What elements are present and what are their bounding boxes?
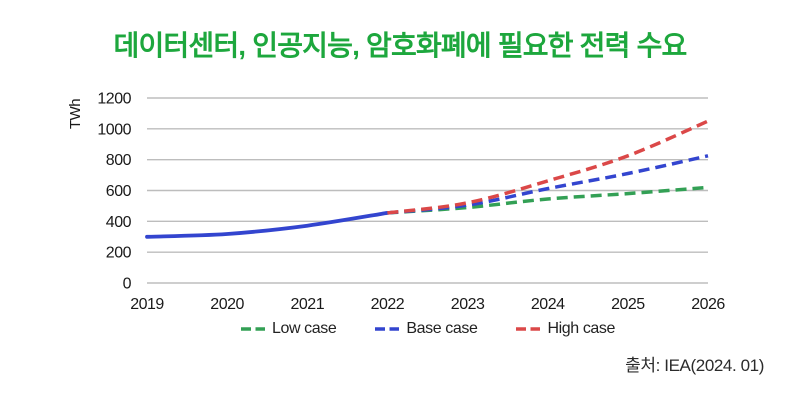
x-tick-label: 2022 xyxy=(371,296,405,313)
x-tick-label: 2020 xyxy=(210,296,244,313)
low-case-dash-icon xyxy=(240,327,265,331)
y-tick-label: 600 xyxy=(106,183,132,200)
legend: Low case Base case High case xyxy=(147,318,708,340)
x-tick-label: 2019 xyxy=(130,296,164,313)
chart-title: 데이터센터, 인공지능, 암호화폐에 필요한 전력 수요 xyxy=(113,30,687,61)
y-tick-label: 1200 xyxy=(97,91,131,108)
x-tick-label: 2025 xyxy=(611,296,645,313)
x-tick-label: 2024 xyxy=(531,296,565,313)
series-line-historical xyxy=(145,211,390,239)
legend-item-high-case: High case xyxy=(515,320,615,338)
legend-item-base-case: Base case xyxy=(374,320,478,338)
series-line-base-case xyxy=(387,154,709,215)
y-tick-label: 800 xyxy=(106,152,132,169)
high-case-dash-icon xyxy=(516,327,541,331)
source-caption: 출처: IEA(2024. 01) xyxy=(625,356,764,375)
legend-label: Base case xyxy=(406,320,478,337)
y-tick-label: 0 xyxy=(123,276,132,293)
base-case-dash-icon xyxy=(375,327,400,331)
series-line-low-case xyxy=(387,185,709,215)
x-tick-label: 2026 xyxy=(691,296,725,313)
y-tick-label: 1000 xyxy=(97,121,131,138)
y-axis-unit-label: TWh xyxy=(67,99,84,129)
y-tick-label: 400 xyxy=(106,214,132,231)
legend-label: Low case xyxy=(271,320,337,337)
series-line-high-case xyxy=(387,119,709,215)
x-tick-label: 2021 xyxy=(291,296,325,313)
legend-item-low-case: Low case xyxy=(240,320,337,338)
y-tick-label: 200 xyxy=(106,245,132,262)
x-tick-label: 2023 xyxy=(451,296,485,313)
legend-label: High case xyxy=(547,320,616,337)
